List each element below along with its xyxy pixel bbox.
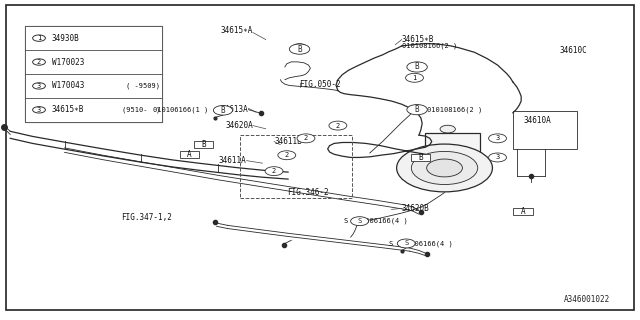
Circle shape xyxy=(397,239,415,248)
Text: W170043: W170043 xyxy=(52,81,84,91)
Bar xyxy=(412,154,431,161)
Text: S: S xyxy=(404,240,408,246)
Text: 34620A: 34620A xyxy=(225,121,253,130)
Text: 2: 2 xyxy=(304,135,308,141)
Text: 1: 1 xyxy=(412,75,417,81)
Text: B: B xyxy=(221,106,225,115)
Bar xyxy=(179,151,198,158)
Circle shape xyxy=(297,134,315,143)
Text: 34615∗A: 34615∗A xyxy=(221,27,253,36)
Text: A: A xyxy=(187,150,191,159)
Circle shape xyxy=(33,107,45,113)
Text: 34611B: 34611B xyxy=(274,137,302,146)
Text: B: B xyxy=(415,62,419,71)
Text: 3: 3 xyxy=(495,135,500,141)
Text: 34610A: 34610A xyxy=(523,116,551,125)
Text: 34930B: 34930B xyxy=(52,34,79,43)
Text: 010108166(2 ): 010108166(2 ) xyxy=(428,107,483,113)
Text: 3: 3 xyxy=(37,83,41,89)
Bar xyxy=(426,133,479,157)
Circle shape xyxy=(33,83,45,89)
Circle shape xyxy=(265,167,283,176)
Text: A346001022: A346001022 xyxy=(564,295,611,304)
Bar xyxy=(513,111,577,149)
Bar xyxy=(25,26,163,50)
Text: FIG.050-2: FIG.050-2 xyxy=(300,80,341,89)
Text: B: B xyxy=(297,44,302,54)
Circle shape xyxy=(329,121,347,130)
Circle shape xyxy=(488,134,506,143)
Text: B: B xyxy=(419,153,423,162)
Text: 34615∗B: 34615∗B xyxy=(52,105,84,114)
Text: 34615∗B: 34615∗B xyxy=(402,35,434,44)
Circle shape xyxy=(289,44,310,54)
Text: S 047406166(4 ): S 047406166(4 ) xyxy=(389,240,452,247)
Text: 3: 3 xyxy=(37,107,41,113)
Text: 3: 3 xyxy=(495,155,500,160)
Bar xyxy=(25,98,163,122)
Text: 2: 2 xyxy=(336,123,340,129)
Text: 34611A: 34611A xyxy=(219,156,246,165)
Circle shape xyxy=(293,44,306,50)
Text: S: S xyxy=(358,218,362,224)
Circle shape xyxy=(397,144,492,192)
Text: W170023: W170023 xyxy=(52,58,84,67)
Text: 2: 2 xyxy=(37,59,41,65)
Circle shape xyxy=(278,151,296,160)
Circle shape xyxy=(440,125,456,133)
Text: 010108166(2 ): 010108166(2 ) xyxy=(402,43,457,49)
Text: S 047406166(4 ): S 047406166(4 ) xyxy=(344,218,408,224)
Text: 010106166(1 ): 010106166(1 ) xyxy=(153,107,208,113)
Circle shape xyxy=(406,73,424,82)
Bar xyxy=(240,134,352,198)
Text: A: A xyxy=(521,207,525,216)
Text: FIG.346-2: FIG.346-2 xyxy=(287,188,328,197)
Circle shape xyxy=(407,105,428,115)
Text: (9510-  ): (9510- ) xyxy=(122,107,161,113)
Bar xyxy=(25,74,163,98)
Text: 2: 2 xyxy=(272,168,276,174)
Bar xyxy=(25,50,163,74)
Text: 34613A: 34613A xyxy=(221,105,248,114)
Bar xyxy=(513,208,532,215)
Text: ( -9509): ( -9509) xyxy=(126,83,161,89)
Bar xyxy=(25,26,163,122)
Text: 34610C: 34610C xyxy=(559,45,588,55)
Text: 34620B: 34620B xyxy=(402,204,429,213)
Circle shape xyxy=(33,35,45,41)
Circle shape xyxy=(488,153,506,162)
Circle shape xyxy=(427,159,463,177)
Circle shape xyxy=(33,59,45,65)
Circle shape xyxy=(351,217,369,226)
Text: B: B xyxy=(202,140,206,149)
Circle shape xyxy=(407,62,428,72)
Text: FIG.347-1,2: FIG.347-1,2 xyxy=(121,213,172,222)
Circle shape xyxy=(412,151,477,185)
Circle shape xyxy=(213,106,232,115)
Text: 2: 2 xyxy=(285,152,289,158)
Bar xyxy=(194,141,213,148)
Text: B: B xyxy=(415,105,419,114)
Text: 1: 1 xyxy=(37,35,41,41)
